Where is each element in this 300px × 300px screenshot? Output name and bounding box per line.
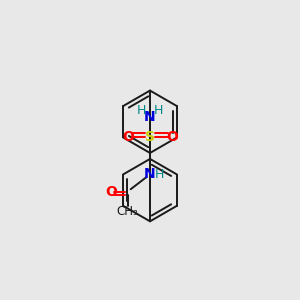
- Text: CH₃: CH₃: [117, 205, 139, 218]
- Text: O: O: [167, 130, 178, 144]
- Text: H: H: [154, 104, 163, 117]
- Text: O: O: [122, 130, 134, 144]
- Text: H: H: [137, 104, 146, 117]
- Text: N: N: [144, 110, 156, 124]
- Text: S: S: [145, 130, 155, 144]
- Text: O: O: [105, 185, 117, 199]
- Text: H: H: [155, 168, 164, 181]
- Text: N: N: [144, 167, 156, 182]
